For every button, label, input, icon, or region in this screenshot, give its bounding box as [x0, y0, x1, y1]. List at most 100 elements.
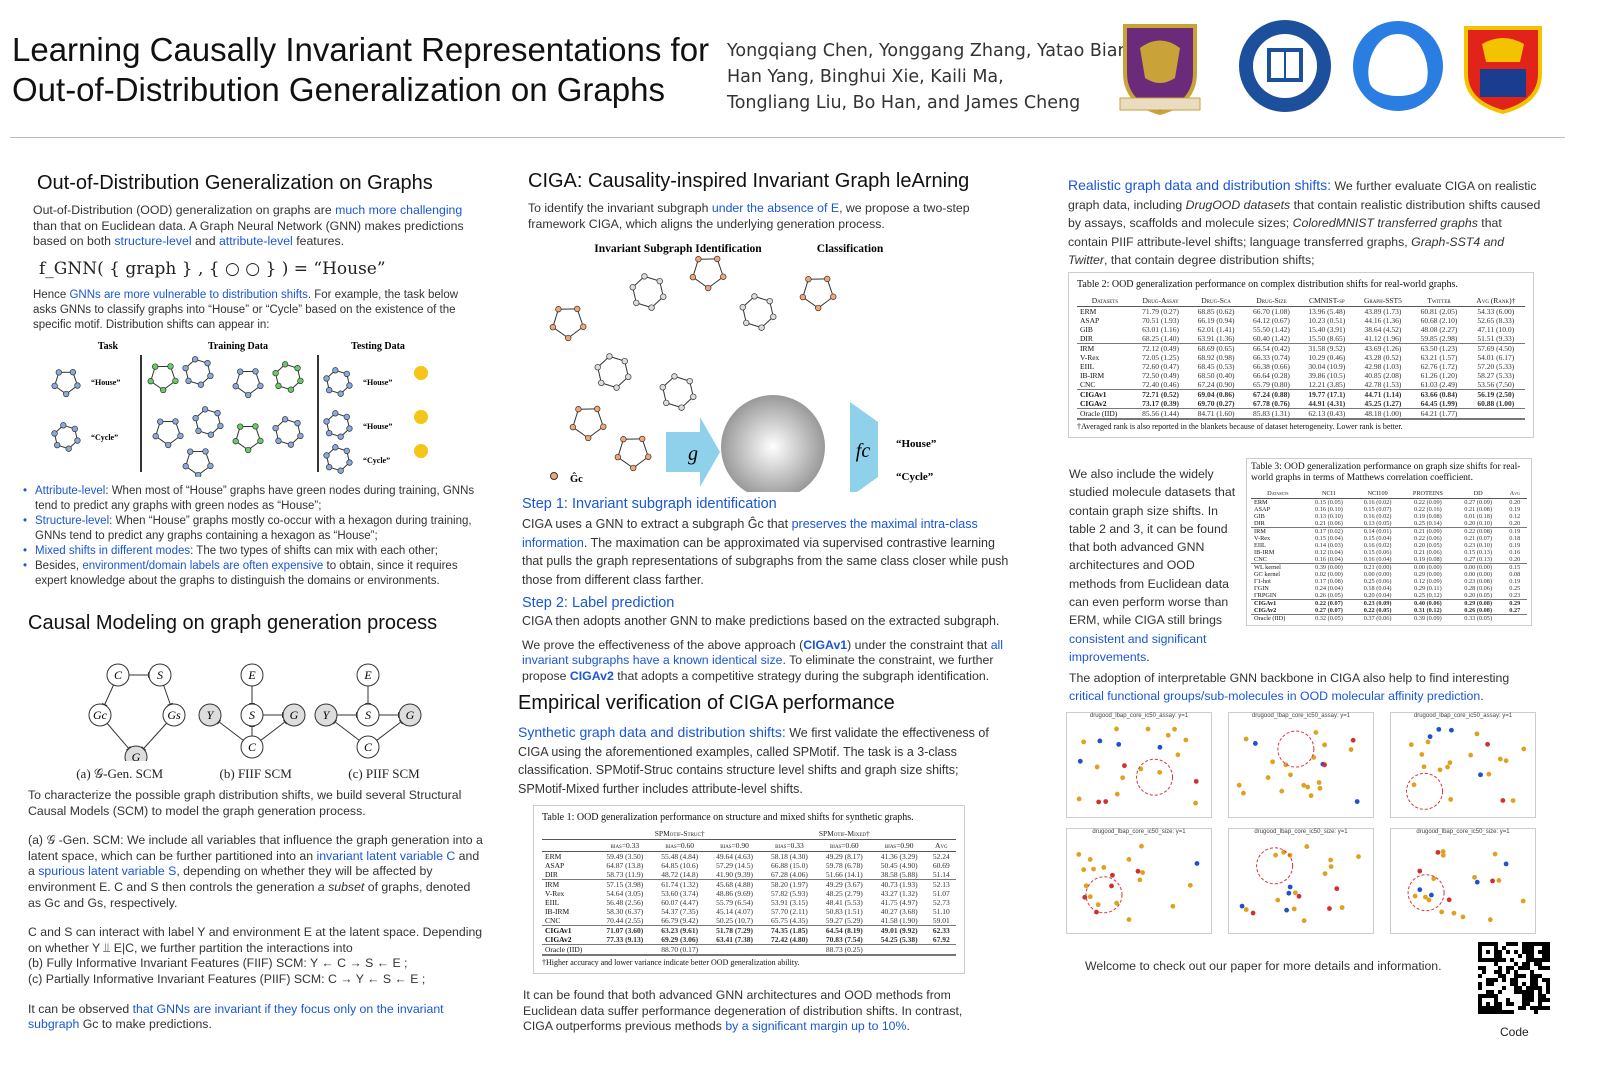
table-cell [1502, 614, 1527, 622]
text-segment: CIGA uses a GNN to extract a subgraph Ĝc… [522, 517, 792, 531]
atom-node [1428, 892, 1434, 898]
table-cell: 0.01 (0.18) [1464, 513, 1493, 520]
train-graph-node [172, 377, 179, 384]
text-segment: : When most of “House” graphs have green… [35, 484, 475, 512]
scm-node [356, 663, 380, 687]
table-cell: 72.12 (0.49) [1132, 343, 1189, 353]
test-graph-node [332, 366, 339, 374]
train-graph-node [237, 423, 244, 430]
table-cell: CNC [545, 916, 561, 925]
figure-header: Classification [817, 243, 884, 255]
scm-node [356, 703, 380, 727]
table-cell: 72.60 (0.47) [1142, 362, 1180, 371]
table-cell: 64.45 (1.99) [1420, 399, 1458, 408]
input-graph-node [580, 323, 587, 331]
input-graph-node [606, 353, 613, 360]
column-header: NCI1 [1304, 489, 1354, 499]
highlight-text: invariant latent variable C [316, 848, 456, 863]
text-segment: To identify the invariant subgraph [528, 201, 712, 215]
task-house-node [63, 390, 70, 397]
table-cell: 42.98 (1.03) [1364, 362, 1402, 371]
table-row: CNC 72.40 (0.46) 67.24 (0.90) 65.79 (0.80) 1… [1077, 380, 1525, 390]
train-graph-node [197, 381, 205, 388]
table-cell: 85.83 (1.31) [1243, 408, 1300, 418]
train-graph-node [275, 437, 282, 444]
atom-node [1520, 898, 1526, 904]
table-cell: Γ1-hot [1254, 578, 1271, 585]
ciga-framework-figure: Invariant Subgraph Identification Classif… [549, 243, 936, 533]
scm-node-label: C [114, 668, 123, 682]
code-label: Code [1500, 1025, 1529, 1039]
column-header: Drug-Size [1243, 295, 1300, 307]
highlight-circle [1277, 730, 1315, 768]
atom-node [1412, 893, 1418, 899]
table-cell: 0.29 (0.11) [1414, 585, 1442, 592]
train-graph-node [245, 446, 252, 453]
table-cell: 0.15 (0.05) [1315, 499, 1343, 506]
train-graph-node [281, 360, 289, 368]
test-graph-node [323, 452, 330, 459]
input-graph-node [720, 273, 727, 281]
text-segment: . The maximation can be approximated via… [522, 535, 1009, 587]
table-cell: 41.58 (1.90) [880, 916, 918, 925]
train-graph-node [207, 431, 215, 438]
table-cell: 0.17 (0.08) [1315, 578, 1343, 585]
table-row: IRM 57.15 (3.98) 61.74 (1.32) 45.68 (4.88) 5… [542, 879, 956, 889]
atom-node [1328, 864, 1334, 869]
task-cycle-node [60, 421, 67, 429]
table-row: Oracle (IID) 88.70 (0.17) 88.73 (0.25) [542, 944, 956, 954]
atom-node [1287, 852, 1293, 858]
text-segment: CIGA then adopts another GNN to make pre… [522, 614, 1000, 628]
label: “House” [91, 378, 120, 387]
table-cell: CIGAv2 [545, 935, 572, 944]
table-row: ERM 59.49 (3.50) 55.48 (4.84) 49.64 (4.63) 5… [542, 852, 956, 861]
text-segment: We first validate the effectiveness of C… [518, 726, 989, 796]
table-cell: 0.14 (0.03) [1315, 542, 1343, 549]
table-cell: 68.45 (0.53) [1197, 362, 1235, 371]
table-cell: 0.21 (0.08) [1464, 506, 1493, 513]
atom-node [1328, 857, 1334, 863]
train-graph-node [232, 437, 239, 445]
atom-node [1157, 744, 1163, 750]
table-cell: 69.70 (0.27) [1197, 399, 1235, 408]
train-graph-node [160, 386, 167, 393]
atom-node [1194, 861, 1200, 866]
input-graph-node [555, 306, 562, 313]
atom-node [1322, 742, 1327, 748]
atom-node [1076, 796, 1082, 802]
step2-text: CIGA then adopts another GNN to make pre… [522, 614, 1012, 630]
shift-bullet: Besides, environment/domain labels are o… [21, 559, 483, 589]
welcome-text: Welcome to check out our paper for more … [1085, 959, 1442, 973]
table-cell: 0.20 (0.05) [1413, 542, 1442, 549]
table-cell: 0.25 (0.14) [1413, 520, 1442, 527]
text-segment: . To eliminate the constraint, we furthe… [522, 653, 994, 683]
table-cell: 0.23 (0.09) [1353, 599, 1402, 607]
table3-grid: Datasets NCI1 NCI109 PROTEINS DD Avg ERM 0.15 (… [1251, 489, 1527, 622]
figure-header: Training Data [208, 341, 268, 352]
table3: Table 3: OOD generalization performance … [1246, 458, 1532, 626]
input-graph-node [743, 319, 750, 327]
qr-code-icon[interactable] [1478, 942, 1550, 1014]
table-cell: 0.00 (0.00) [1453, 563, 1503, 571]
table-cell: 0.13 (0.10) [1315, 513, 1343, 520]
input-graph-node [751, 293, 758, 300]
highlight-text: spurious latent variable S [38, 864, 177, 879]
table-row: DIR 68.25 (1.40) 63.91 (1.36) 60.40 (1.42) 1… [1077, 334, 1525, 344]
table-row: CIGAv1 71.07 (3.60) 63.23 (9.61) 51.78 (7.2… [542, 925, 956, 935]
train-graph-node [195, 427, 202, 434]
text-segment: that adopts a competitive strategy durin… [613, 668, 990, 683]
highlight-text: CIGAv2 [569, 668, 614, 683]
plot-title: drugood_lbap_core_ic50_assay: y=1 [1413, 713, 1513, 719]
atom-node [1486, 771, 1492, 777]
table-cell: 60.68 (2.10) [1420, 316, 1458, 325]
shift-types-list: Attribute-level: When most of “House” gr… [21, 484, 483, 589]
scm-node-label: Gs [167, 708, 181, 722]
table-cell: 68.50 (0.40) [1197, 371, 1235, 380]
train-graph-node [252, 368, 259, 375]
highlight-text: by a significant margin up to 10% [725, 1019, 907, 1034]
column-group: SPMotif-Mixed† [762, 828, 927, 840]
table-cell: 38.64 (4.52) [1364, 325, 1402, 334]
table-cell: 0.23 [1509, 592, 1521, 599]
atom-node [1270, 759, 1276, 765]
atom-node [1500, 798, 1506, 803]
